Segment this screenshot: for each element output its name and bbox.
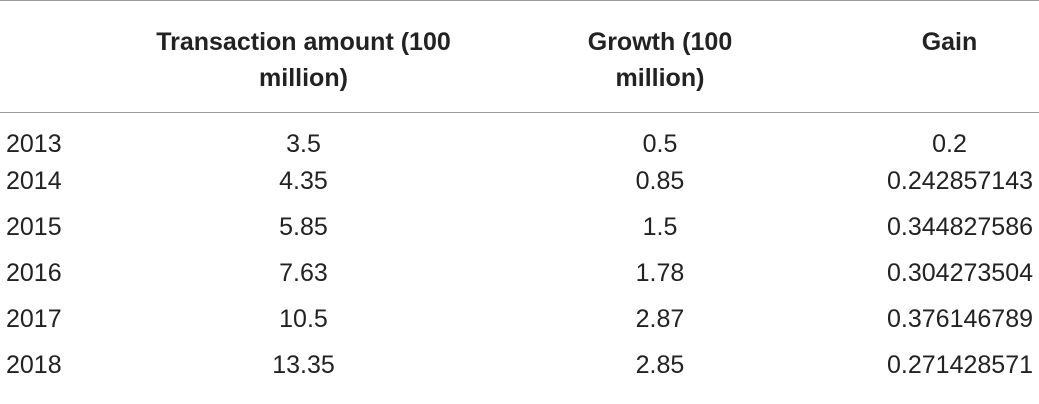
table-row: 2015 5.85 1.5 0.344827586: [0, 205, 1039, 251]
cell-transaction: 3.5: [286, 130, 321, 158]
cell-year: 2014: [6, 167, 62, 195]
transaction-table: Transaction amount (100 million) Growth …: [0, 0, 1039, 390]
cell-year: 2015: [6, 213, 62, 241]
cell-gain: 0.271428571: [887, 351, 1033, 379]
table-row: 2017 10.5 2.87 0.376146789: [0, 297, 1039, 343]
header-transaction-line1: Transaction amount (100: [156, 28, 451, 56]
cell-year: 2016: [6, 259, 62, 287]
table-body: 2013 3.5 0.5 0.2 2014 4.35 0.85 0.242857…: [0, 113, 1039, 390]
cell-transaction: 13.35: [272, 351, 335, 379]
cell-year: 2017: [6, 305, 62, 333]
cell-growth: 1.5: [642, 213, 678, 241]
header-transaction-line2: million): [259, 64, 348, 92]
cell-growth: 0.5: [642, 130, 678, 158]
header-row: Transaction amount (100 million) Growth …: [0, 0, 1039, 113]
cell-transaction: 7.63: [279, 259, 328, 287]
header-growth: Growth (100 million): [500, 0, 820, 113]
cell-gain: 0.242857143: [887, 167, 1033, 195]
table-row: 2016 7.63 1.78 0.304273504: [0, 251, 1039, 297]
cell-gain: 0.304273504: [887, 259, 1033, 287]
cell-transaction: 10.5: [279, 305, 328, 333]
cell-year: 2013: [6, 130, 62, 158]
cell-growth: 2.87: [635, 305, 685, 333]
cell-year: 2018: [6, 351, 62, 379]
cell-growth: 1.78: [635, 259, 685, 287]
header-growth-line1: Growth (100: [587, 28, 733, 56]
cell-growth: 2.85: [635, 351, 685, 379]
cell-gain: 0.2: [932, 130, 967, 158]
header-growth-line2: million): [615, 64, 705, 92]
table-row: 2018 13.35 2.85 0.271428571: [0, 343, 1039, 389]
header-year: [0, 0, 107, 113]
table-header: Transaction amount (100 million) Growth …: [0, 0, 1039, 113]
table-row: 2013 3.5 0.5 0.2: [0, 113, 1039, 160]
cell-growth: 0.85: [635, 167, 685, 195]
cell-gain: 0.376146789: [887, 305, 1033, 333]
header-transaction-amount: Transaction amount (100 million): [107, 0, 500, 113]
header-gain: Gain: [820, 0, 1039, 113]
cell-transaction: 4.35: [279, 167, 328, 195]
table-row: 2014 4.35 0.85 0.242857143: [0, 159, 1039, 205]
cell-transaction: 5.85: [279, 213, 328, 241]
cell-gain: 0.344827586: [887, 213, 1033, 241]
